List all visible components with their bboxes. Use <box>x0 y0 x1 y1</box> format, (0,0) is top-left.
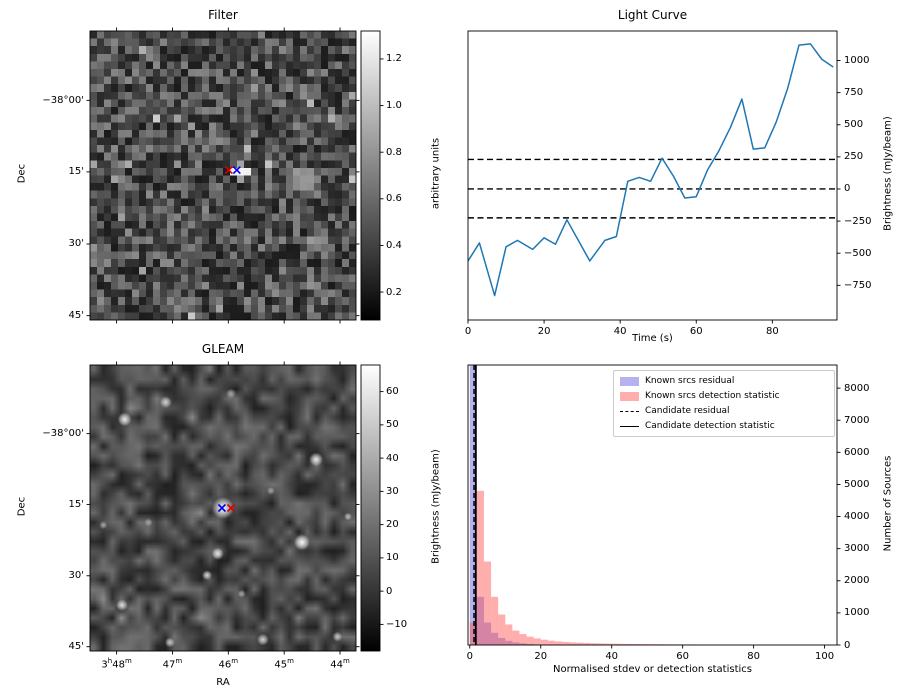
legend-swatch-patch <box>620 391 639 401</box>
light-curve-xtick: 60 <box>689 326 703 337</box>
legend-entry: Known srcs detection statistic <box>620 390 828 402</box>
histogram-xtick: 0 <box>466 651 473 662</box>
gleam-colorbar-tick: 0 <box>386 585 393 597</box>
gleam-xtick: 46m <box>218 657 239 671</box>
light-curve-ytick: 500 <box>844 119 864 131</box>
light-curve-xlabel: Time (s) <box>632 333 673 344</box>
gleam-xtick: 47m <box>162 657 183 671</box>
light-curve-ytick: −500 <box>844 247 872 259</box>
filter-title: Filter <box>208 8 238 22</box>
histogram-ytick: 6000 <box>844 446 870 458</box>
gleam-colorbar-tick: 10 <box>386 552 399 564</box>
light-curve-xtick: 20 <box>537 326 551 337</box>
gleam-ytick: 30' <box>68 570 84 582</box>
gleam-title: GLEAM <box>201 342 245 356</box>
light-curve-xtick: 0 <box>464 326 472 337</box>
filter-colorbar-tick: 1.2 <box>386 53 402 65</box>
histogram-xlabel: Normalised stdev or detection statistics <box>553 664 752 675</box>
light-curve-ytick: 250 <box>844 151 864 163</box>
legend-entry: Candidate detection statistic <box>620 420 828 432</box>
gleam-colorbar-label: Brightness (mJy/beam) <box>430 449 442 564</box>
light-curve-ytick: −750 <box>844 279 872 291</box>
histogram-legend: Known srcs residual Known srcs detection … <box>613 370 835 437</box>
histogram-ytick: 5000 <box>844 478 870 490</box>
filter-ytick: 30' <box>68 238 84 250</box>
filter-colorbar-label: arbitrary units <box>430 137 442 210</box>
gleam-ytick: 15' <box>68 498 84 510</box>
legend-label: Candidate detection statistic <box>645 421 775 431</box>
histogram-ytick: 0 <box>844 639 851 651</box>
histogram-ytick: 8000 <box>844 382 870 394</box>
filter-colorbar-tick: 0.8 <box>386 146 402 158</box>
gleam-xtick: 45m <box>274 657 294 671</box>
legend-swatch-solid-line <box>620 425 639 427</box>
light-curve-xtick: 40 <box>613 326 627 337</box>
histogram-ytick: 7000 <box>844 414 870 426</box>
legend-swatch-dashed-line <box>620 410 639 412</box>
gleam-xtick: 44m <box>330 657 350 671</box>
legend-label: Known srcs residual <box>645 376 735 386</box>
histogram-xtick: 80 <box>747 651 760 662</box>
gleam-colorbar-tick: 60 <box>386 386 399 398</box>
legend-swatch-patch <box>620 376 639 386</box>
light-curve-title: Light Curve <box>617 8 688 22</box>
light-curve-ytick: 0 <box>844 183 851 195</box>
histogram-xtick: 100 <box>815 651 835 662</box>
gleam-ytick: −38°00' <box>42 428 84 440</box>
filter-colorbar-tick: 0.2 <box>386 286 402 298</box>
legend-entry: Candidate residual <box>620 405 828 417</box>
filter-ytick: 15' <box>68 166 84 178</box>
filter-ytick: 45' <box>68 310 84 322</box>
filter-ytick: −38°00' <box>42 94 84 106</box>
filter-colorbar-tick: 0.4 <box>386 239 402 251</box>
light-curve-ytick: −250 <box>844 215 872 227</box>
gleam-colorbar-tick: 20 <box>386 519 399 531</box>
histogram-ylabel: Number of Sources <box>882 455 894 552</box>
gleam-ytick: 45' <box>68 641 84 653</box>
gleam-colorbar-tick: 50 <box>386 419 399 431</box>
light-curve-xtick: 80 <box>765 326 779 337</box>
histogram-ytick: 3000 <box>844 543 870 555</box>
legend-entry: Known srcs residual <box>620 375 828 387</box>
histogram-xtick: 60 <box>676 651 690 662</box>
histogram-ytick: 4000 <box>844 511 870 523</box>
gleam-colorbar-tick: 40 <box>386 452 399 464</box>
legend-label: Known srcs detection statistic <box>645 391 780 401</box>
light-curve-ytick: 1000 <box>844 55 870 67</box>
histogram-xtick: 20 <box>534 651 548 662</box>
light-curve-ylabel: Brightness (mJy/beam) <box>882 116 894 231</box>
gleam-xlabel: RA <box>216 677 230 688</box>
histogram-xtick: 40 <box>605 651 619 662</box>
filter-colorbar-tick: 0.6 <box>386 193 402 205</box>
filter-colorbar-tick: 1.0 <box>386 100 402 112</box>
light-curve-ytick: 750 <box>844 87 864 99</box>
histogram-ytick: 2000 <box>844 575 870 587</box>
legend-label: Candidate residual <box>645 406 730 416</box>
gleam-xtick: 3h48m <box>101 657 132 671</box>
histogram-ytick: 1000 <box>844 607 870 619</box>
gleam-colorbar-tick: 30 <box>386 485 399 497</box>
gleam-colorbar-tick: −10 <box>386 618 408 630</box>
